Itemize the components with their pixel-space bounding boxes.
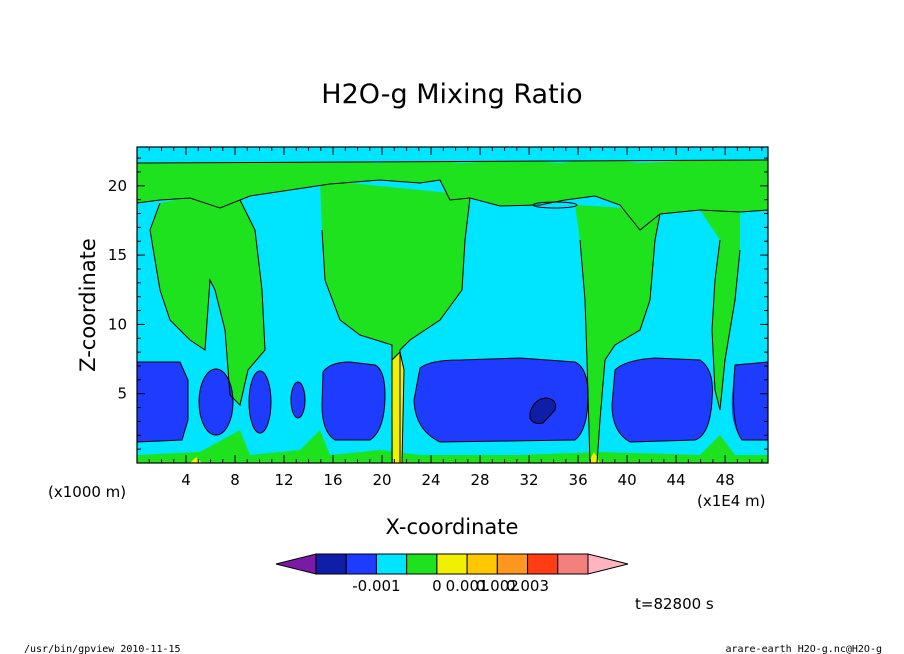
yellow-plume bbox=[392, 352, 404, 463]
x-tick-label: 8 bbox=[230, 471, 240, 489]
x-tick-label: 20 bbox=[373, 471, 392, 489]
contour-field bbox=[137, 147, 768, 463]
green-column-right bbox=[575, 205, 660, 463]
y-tick-label: 20 bbox=[108, 177, 127, 195]
colorbar-swatch bbox=[436, 553, 468, 575]
y-tick-label: 15 bbox=[108, 246, 127, 264]
y-axis-ticks: 5 10 15 20 bbox=[108, 157, 768, 450]
x-tick-label: 4 bbox=[181, 471, 191, 489]
cyan-streak-mid bbox=[533, 202, 577, 208]
x-unit-right: (x1E4 m) bbox=[697, 492, 766, 510]
yellow-tip-left bbox=[190, 457, 202, 463]
colorbar-swatch bbox=[466, 553, 498, 575]
blue-cell-3 bbox=[249, 371, 271, 433]
colorbar-tick-label: 0 bbox=[432, 577, 442, 595]
x-axis-ticks: 4 8 12 16 20 24 28 32 36 40 44 48 bbox=[148, 147, 763, 489]
x-tick-label: 28 bbox=[471, 471, 490, 489]
colorbar-high-arrow bbox=[587, 553, 629, 575]
colorbar-tick-label: 0.003 bbox=[506, 577, 549, 595]
green-plume-far-right bbox=[700, 210, 740, 410]
blue-cell-1 bbox=[137, 362, 188, 442]
x-axis-label: X-coordinate bbox=[386, 515, 519, 539]
blue-cell-6 bbox=[414, 358, 588, 442]
dark-blue-minimum bbox=[530, 398, 556, 424]
blue-cell-4 bbox=[291, 382, 305, 418]
colorbar-swatch bbox=[315, 553, 347, 575]
green-column-center bbox=[320, 180, 470, 463]
y-tick-label: 10 bbox=[108, 315, 127, 333]
x-tick-label: 16 bbox=[323, 471, 342, 489]
x-tick-label: 48 bbox=[716, 471, 735, 489]
footer-left: /usr/bin/gpview 2010-11-15 bbox=[24, 644, 181, 654]
x-tick-label: 24 bbox=[422, 471, 441, 489]
colorbar-tick-label: -0.001 bbox=[352, 577, 400, 595]
colorbar-swatch bbox=[527, 553, 559, 575]
colorbar-swatch bbox=[496, 553, 529, 575]
y-axis-label: Z-coordinate bbox=[76, 238, 100, 372]
colorbar-tick-label: 0.002 bbox=[476, 577, 519, 595]
x-tick-label: 36 bbox=[569, 471, 588, 489]
chart-title: H2O-g Mixing Ratio bbox=[321, 79, 582, 110]
y-tick-label: 5 bbox=[117, 385, 127, 403]
x-tick-label: 44 bbox=[667, 471, 686, 489]
x-tick-label: 12 bbox=[274, 471, 293, 489]
x-unit-left: (x1000 m) bbox=[48, 483, 126, 501]
plot-frame bbox=[136, 146, 769, 464]
cyan-streak-top bbox=[137, 147, 768, 163]
blue-cell-5 bbox=[322, 362, 385, 440]
colorbar-swatch bbox=[375, 553, 408, 575]
footer-right: arare-earth_H2O-g.nc@H2O-g bbox=[725, 644, 882, 654]
time-label: t=82800 s bbox=[635, 595, 714, 613]
green-bottom-strip bbox=[137, 430, 768, 463]
colorbar-swatch bbox=[345, 553, 377, 575]
colorbar-tick-label: 0.001 bbox=[446, 577, 489, 595]
green-plume-left bbox=[150, 195, 265, 405]
x-tick-label: 40 bbox=[618, 471, 637, 489]
blue-cell-8 bbox=[731, 362, 768, 440]
colorbar-swatch bbox=[406, 553, 438, 575]
colorbar-low-arrow bbox=[275, 553, 317, 575]
blue-cell-2 bbox=[199, 369, 233, 435]
colorbar bbox=[275, 553, 629, 575]
x-tick-label: 32 bbox=[520, 471, 539, 489]
colorbar-swatch bbox=[557, 553, 589, 575]
blue-cell-7 bbox=[612, 358, 713, 442]
